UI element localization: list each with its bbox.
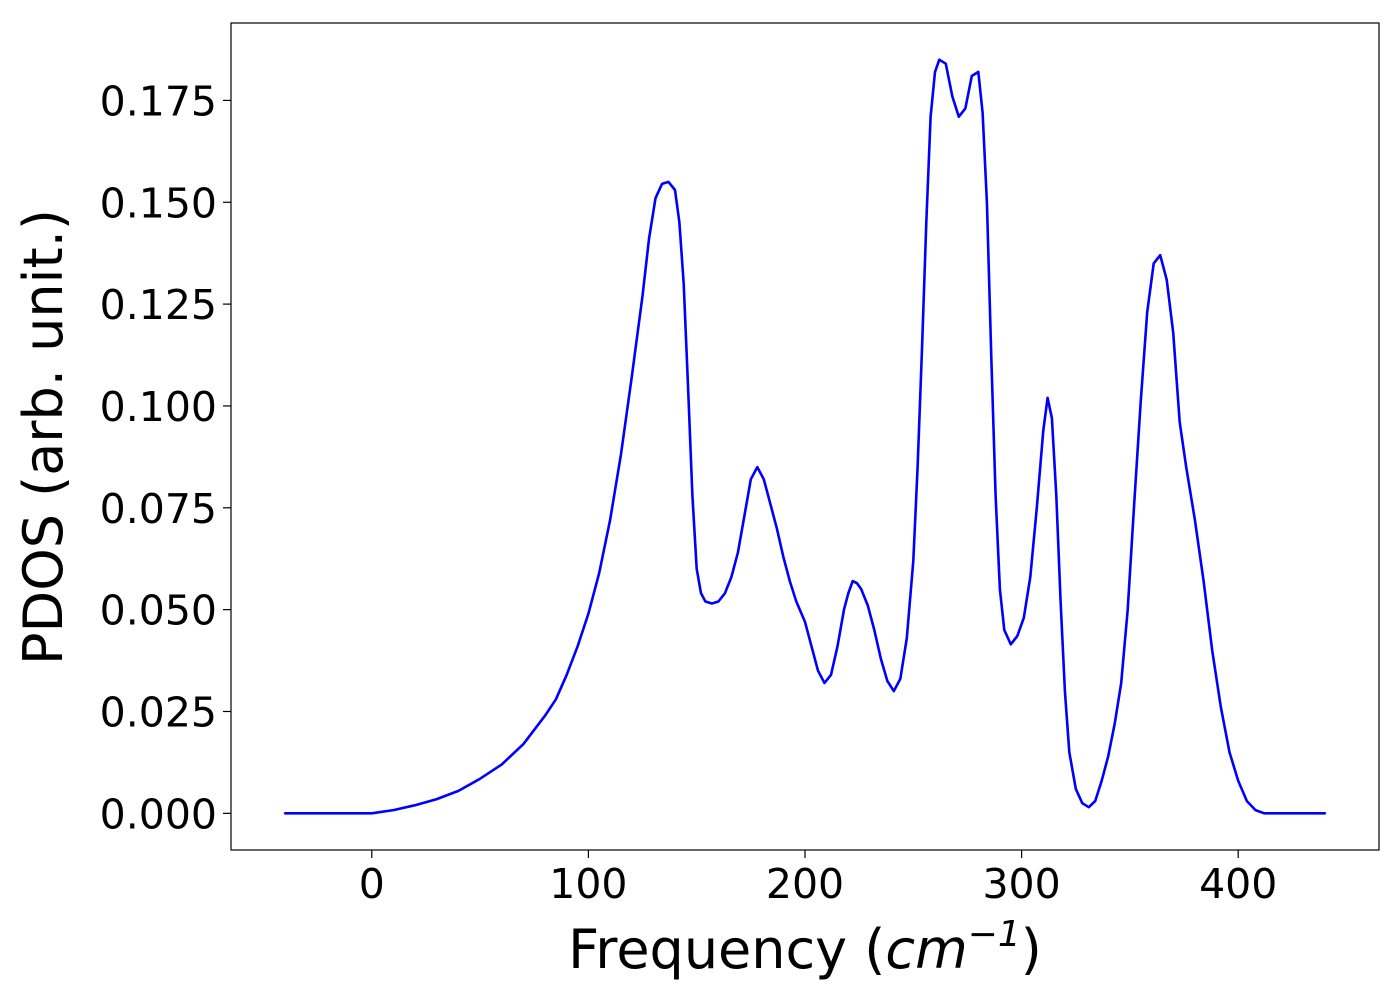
x-tick-label: 200	[766, 860, 844, 908]
x-tick-label: 300	[982, 860, 1060, 908]
y-tick-label: 0.025	[100, 688, 217, 736]
y-tick-label: 0.125	[100, 281, 217, 329]
x-axis-label: Frequency (cm−1)	[568, 914, 1042, 981]
x-tick-label: 100	[549, 860, 627, 908]
y-tick-label: 0.050	[100, 587, 217, 635]
y-tick-label: 0.175	[100, 77, 217, 125]
y-tick-label: 0.075	[100, 485, 217, 533]
plot-frame	[230, 22, 1380, 851]
x-axis-ticks: 0 100 200 300 400	[359, 850, 1277, 908]
series-layer	[283, 58, 1327, 815]
y-tick-label: 0.000	[100, 790, 217, 838]
x-tick-label: 0	[359, 860, 385, 908]
y-axis-ticks: 0.000 0.025 0.050 0.075 0.100 0.125 0.150 0.175	[100, 77, 231, 838]
y-axis-label: PDOS (arb. unit.)	[12, 209, 75, 665]
y-tick-label: 0.150	[100, 179, 217, 227]
x-tick-label: 400	[1199, 860, 1277, 908]
y-tick-label: 0.100	[100, 383, 217, 431]
series-line	[283, 58, 1327, 815]
